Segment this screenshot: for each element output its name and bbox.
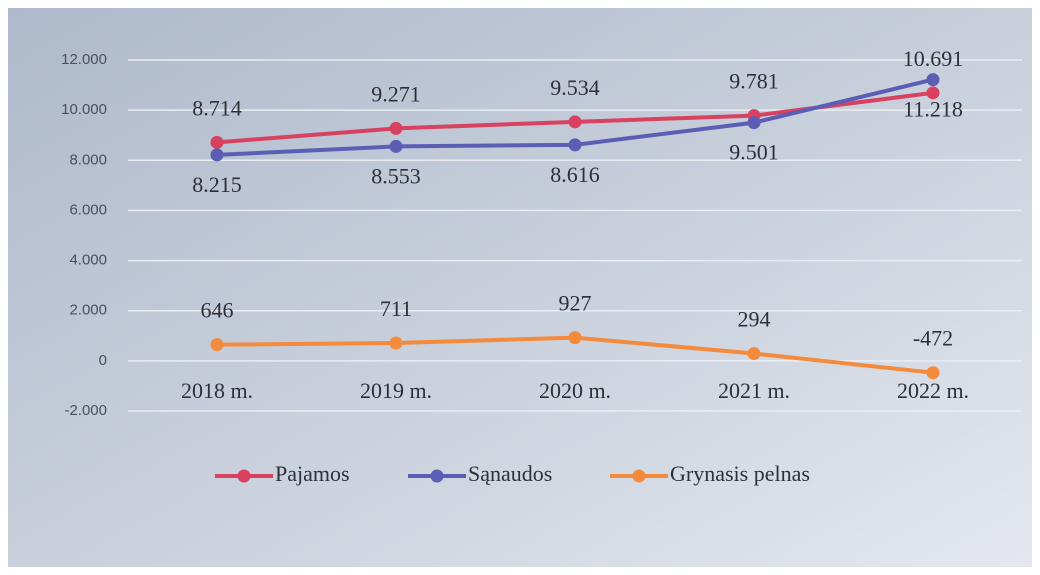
y-tick-label: 10.000 — [61, 101, 107, 118]
legend-marker — [430, 469, 444, 483]
y-tick-label: 6.000 — [69, 201, 107, 218]
data-point — [210, 135, 224, 149]
data-label: 11.218 — [903, 97, 963, 122]
y-tick-label: 8.000 — [69, 151, 107, 168]
legend-label: Pajamos — [275, 461, 350, 486]
data-label: 9.781 — [729, 69, 779, 94]
data-label: 927 — [559, 291, 592, 316]
y-tick-label: 12.000 — [61, 51, 107, 68]
data-point — [568, 115, 582, 129]
data-point — [210, 148, 224, 162]
x-tick-label: 2022 m. — [897, 378, 969, 403]
data-label: 8.553 — [371, 163, 421, 188]
data-label: 711 — [380, 296, 412, 321]
data-label: 8.714 — [192, 95, 242, 120]
data-point — [926, 366, 940, 380]
data-point — [568, 138, 582, 152]
x-tick-label: 2018 m. — [181, 378, 253, 403]
data-point — [389, 139, 403, 153]
legend-marker — [237, 469, 251, 483]
data-label: 8.616 — [550, 162, 600, 187]
legend-label: Grynasis pelnas — [670, 461, 810, 486]
y-tick-label: 4.000 — [69, 252, 107, 269]
data-label: 9.271 — [371, 81, 421, 106]
y-tick-label: 2.000 — [69, 302, 107, 319]
data-point — [568, 331, 582, 345]
x-tick-label: 2019 m. — [360, 378, 432, 403]
y-tick-label: 0 — [99, 352, 107, 369]
data-point — [747, 346, 761, 360]
data-point — [389, 336, 403, 350]
data-label: -472 — [913, 326, 953, 351]
data-point — [926, 73, 940, 87]
data-label: 9.534 — [550, 75, 600, 100]
legend-label: Sąnaudos — [468, 461, 552, 486]
data-point — [926, 86, 940, 100]
legend-marker — [632, 469, 646, 483]
data-label: 9.501 — [729, 140, 779, 165]
data-label: 294 — [738, 307, 771, 332]
x-tick-label: 2020 m. — [539, 378, 611, 403]
data-point — [747, 116, 761, 130]
data-label: 8.215 — [192, 172, 242, 197]
data-label: 646 — [201, 298, 234, 323]
data-label: 10.691 — [903, 46, 964, 71]
data-point — [389, 121, 403, 135]
y-tick-label: -2.000 — [64, 402, 107, 419]
data-point — [210, 338, 224, 352]
x-tick-label: 2021 m. — [718, 378, 790, 403]
